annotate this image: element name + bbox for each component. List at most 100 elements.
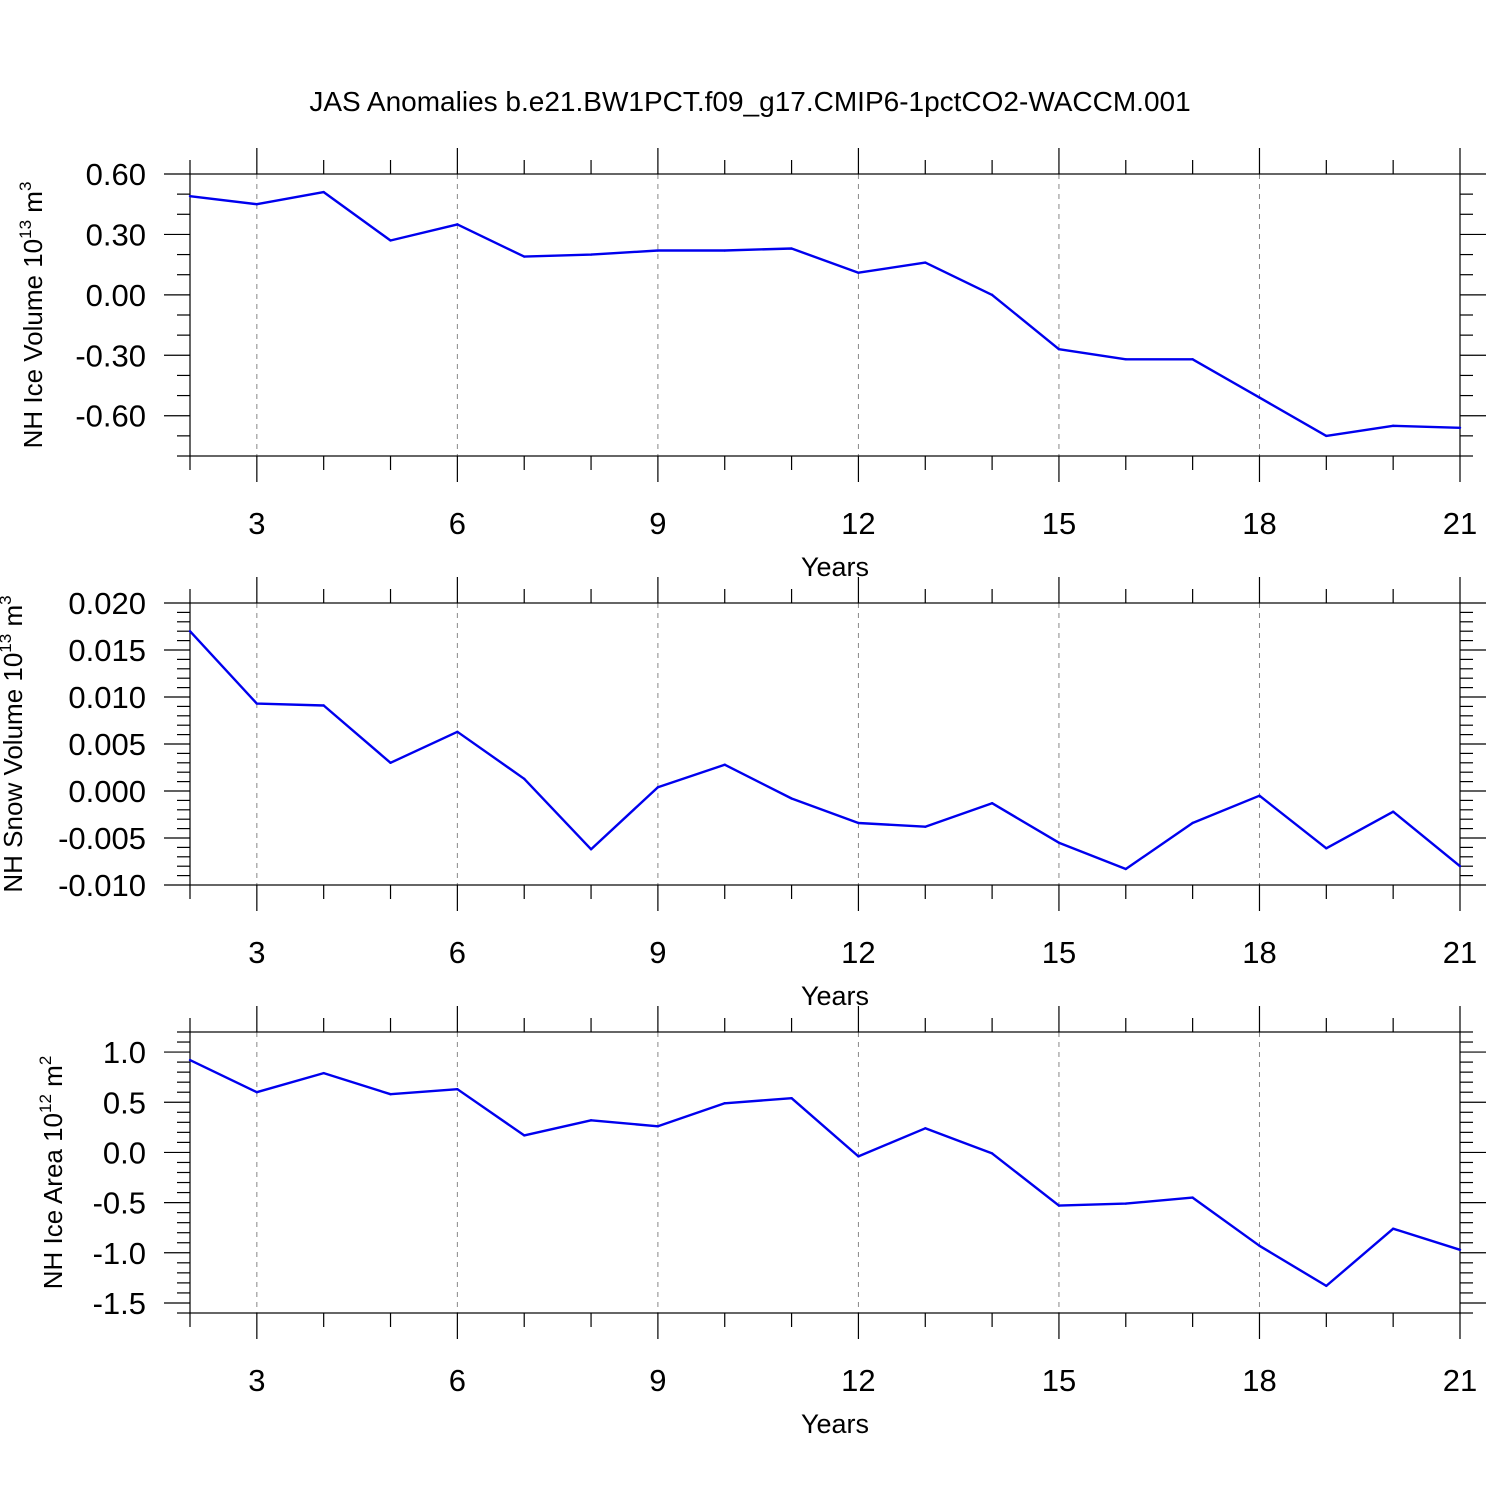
data-point	[857, 271, 860, 274]
y-tick-label: -0.005	[58, 821, 146, 856]
data-point	[255, 1091, 259, 1094]
x-axis-label: Years	[801, 981, 869, 1011]
y-tick-label: 0.60	[86, 157, 146, 192]
data-point	[924, 261, 927, 264]
data-point	[1191, 1196, 1194, 1199]
data-point	[523, 777, 526, 780]
data-point	[1258, 1244, 1261, 1247]
x-tick-label: 21	[1443, 506, 1477, 541]
data-point	[255, 702, 259, 705]
y-axis-label-main: NH Ice Volume 10	[18, 239, 48, 449]
data-point	[523, 255, 526, 258]
data-point	[1191, 821, 1194, 825]
data-point	[1458, 865, 1462, 868]
y-axis-label-exponent: 13	[0, 634, 15, 653]
data-point	[1057, 1204, 1061, 1207]
plot-frame	[189, 1031, 1461, 1314]
data-point	[1458, 426, 1462, 429]
x-tick-label: 15	[1042, 1363, 1076, 1398]
y-axis-label-exponent: 12	[36, 1094, 55, 1113]
data-point	[389, 239, 392, 242]
x-tick-label: 3	[248, 1363, 265, 1398]
y-tick-label: 0.010	[68, 680, 146, 715]
x-tick-label: 21	[1443, 935, 1477, 970]
y-tick-label: 0.015	[68, 633, 146, 668]
data-point	[1191, 358, 1194, 361]
data-point	[1124, 867, 1127, 871]
x-tick-label: 12	[841, 935, 875, 970]
data-point	[322, 1071, 325, 1075]
data-point	[656, 786, 660, 789]
data-point	[589, 848, 593, 851]
data-point	[723, 249, 726, 252]
data-point	[188, 630, 192, 633]
data-point	[1391, 1227, 1395, 1230]
y-tick-label: -1.0	[93, 1236, 146, 1271]
series-line-snow-volume	[189, 630, 1461, 871]
series-line-ice-area	[189, 1059, 1461, 1288]
y-axis-label: NH Ice Area 1012 m2	[36, 1056, 68, 1290]
y-tick-label: -0.30	[75, 338, 146, 373]
data-point	[188, 1058, 192, 1062]
data-point	[790, 247, 793, 250]
data-point	[1258, 794, 1261, 797]
data-point	[790, 1097, 793, 1100]
data-point	[990, 293, 994, 297]
x-axis-label: Years	[801, 552, 869, 582]
data-point	[1325, 434, 1328, 438]
y-axis-label-exponent: 13	[16, 220, 35, 239]
y-axis-label-unit: m	[0, 605, 28, 634]
x-tick-label: 18	[1242, 1363, 1276, 1398]
y-axis-label-unit-exponent: 3	[0, 595, 15, 604]
x-tick-label: 21	[1443, 1363, 1477, 1398]
data-point	[456, 223, 459, 226]
data-point	[990, 1152, 994, 1155]
y-axis-label-main: NH Ice Area 10	[38, 1113, 68, 1289]
chart-title: JAS Anomalies b.e21.BW1PCT.f09_g17.CMIP6…	[309, 86, 1190, 117]
y-tick-label: 0.0	[103, 1135, 146, 1170]
data-point	[723, 1102, 726, 1105]
x-tick-label: 9	[649, 506, 666, 541]
panel-ice-volume: 3 6 9 12 15 18 21 Years 0.60 0.30 0.00 -0.30 -0.60 NH…	[16, 148, 1486, 582]
x-tick-label: 9	[649, 1363, 666, 1398]
y-axis-label-main: NH Snow Volume 10	[0, 653, 28, 893]
x-tick-label: 12	[841, 1363, 875, 1398]
data-point	[656, 1125, 660, 1128]
y-tick-label: 0.00	[86, 278, 146, 313]
plot-frame	[189, 173, 1461, 457]
x-tick-label: 6	[449, 1363, 466, 1398]
x-tick-label: 3	[248, 935, 265, 970]
data-point	[1124, 358, 1127, 361]
data-point	[924, 825, 927, 828]
data-point	[456, 730, 459, 733]
data-point	[589, 253, 593, 256]
data-point	[790, 797, 793, 800]
plot-frame	[189, 602, 1461, 886]
data-point	[1057, 841, 1061, 844]
data-point	[1325, 1284, 1328, 1288]
x-tick-label: 18	[1242, 506, 1276, 541]
x-tick-label: 3	[248, 506, 265, 541]
data-point	[1391, 424, 1395, 427]
y-tick-label: 0.005	[68, 727, 146, 762]
panel-snow-volume: 3 6 9 12 15 18 21 Years 0.020 0.015 0.010 0.005 0.00…	[0, 577, 1486, 1011]
x-tick-label: 9	[649, 935, 666, 970]
y-axis-label-unit: m	[38, 1065, 68, 1094]
y-tick-label: 0.5	[103, 1085, 146, 1120]
data-point	[188, 194, 192, 198]
x-tick-label: 15	[1042, 506, 1076, 541]
data-point	[857, 1155, 860, 1158]
data-point	[255, 203, 259, 206]
y-axis-label-unit-exponent: 2	[36, 1056, 55, 1065]
data-point	[389, 761, 392, 764]
series-line-ice-volume	[189, 190, 1461, 438]
x-tick-label: 6	[449, 506, 466, 541]
y-tick-label: 0.30	[86, 217, 146, 252]
data-point	[1057, 348, 1061, 351]
x-axis-label: Years	[801, 1409, 869, 1439]
data-point	[1258, 396, 1261, 399]
y-tick-label: -0.60	[75, 399, 146, 434]
data-point	[322, 704, 325, 707]
y-tick-label: -0.010	[58, 868, 146, 903]
